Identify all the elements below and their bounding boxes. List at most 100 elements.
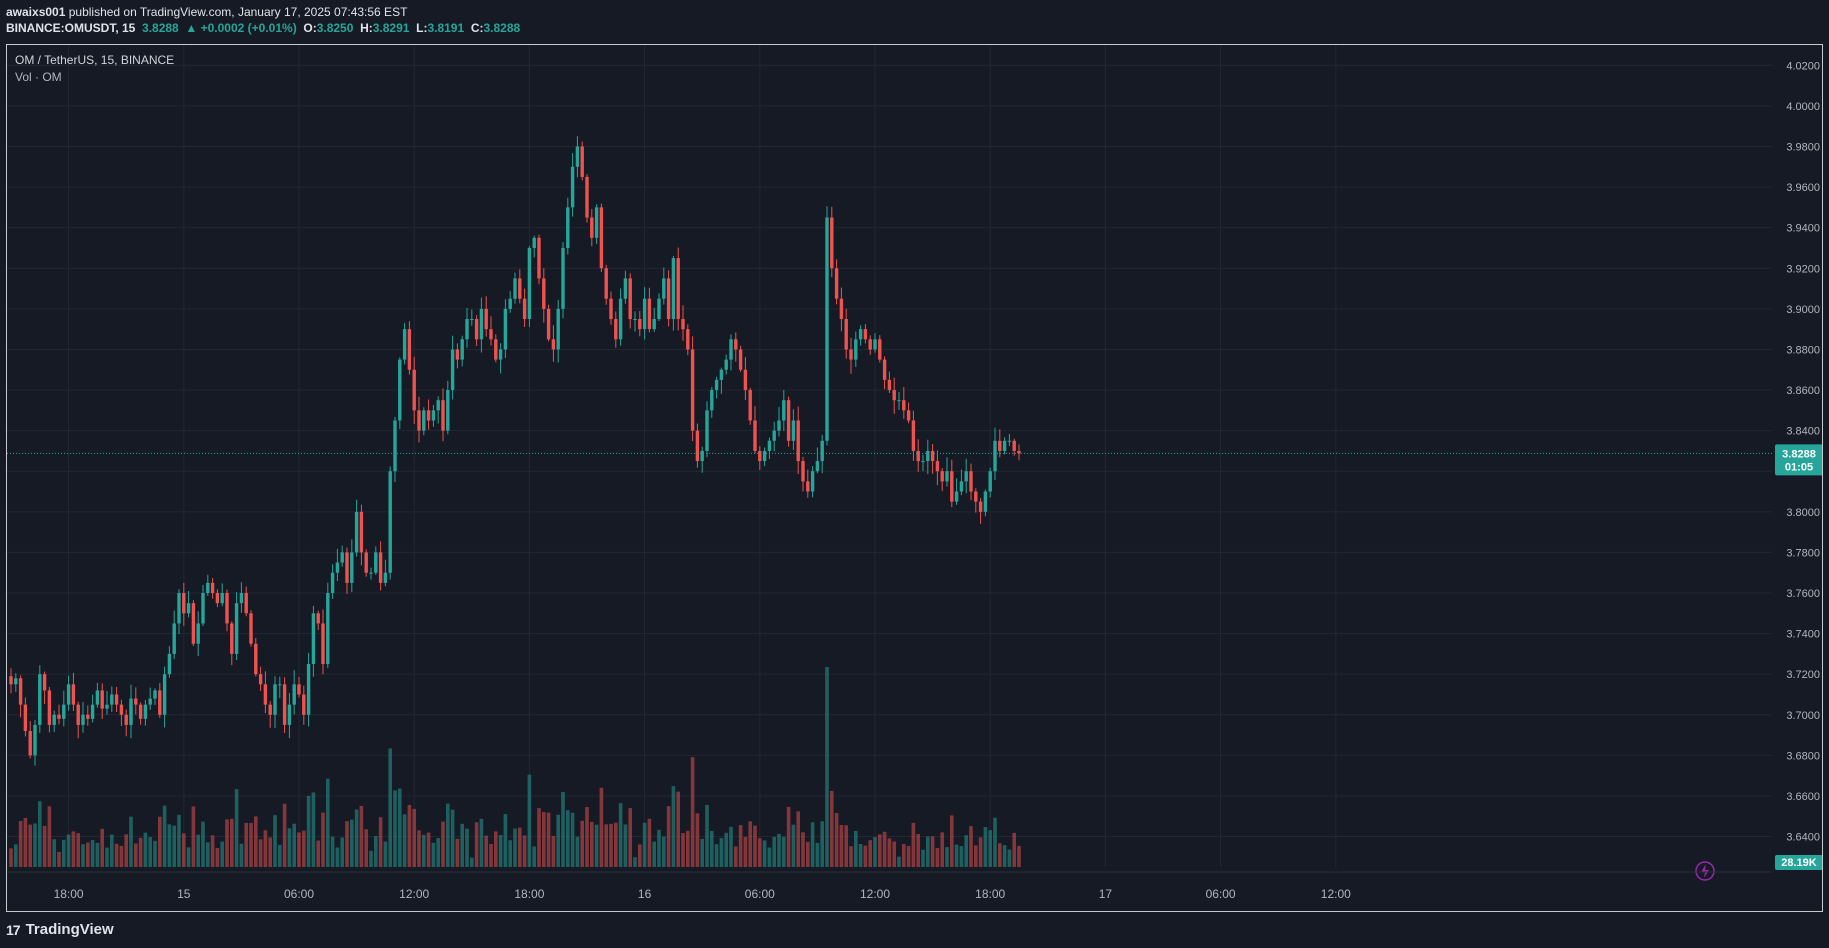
candle-body — [762, 450, 767, 462]
volume-bar — [340, 837, 344, 867]
candle-body — [9, 676, 13, 685]
candle-body — [244, 593, 248, 614]
candle-body — [887, 379, 892, 391]
volume-bar — [282, 803, 287, 867]
candle-body — [714, 379, 719, 391]
volume-bar — [801, 832, 805, 867]
candle-body — [95, 690, 100, 705]
volume-bar — [868, 840, 872, 867]
candle-body — [62, 704, 66, 719]
candle-body — [719, 369, 724, 380]
candle-body — [916, 450, 920, 462]
price-change: ▲ +0.0002 (+0.01%) — [185, 21, 297, 35]
volume-bar — [402, 814, 407, 867]
volume-bar — [604, 824, 608, 867]
volume-bar — [364, 829, 368, 867]
candle-body — [38, 674, 42, 725]
volume-bar — [446, 803, 450, 867]
candle-body — [426, 410, 431, 421]
volume-bar — [244, 822, 248, 867]
volume-bar — [719, 838, 724, 867]
volume-bar — [124, 834, 128, 867]
x-tick-label: 17 — [1099, 887, 1113, 901]
candle-body — [148, 698, 152, 705]
candle-body — [647, 298, 652, 330]
volume-bar — [767, 847, 772, 867]
volume-bar — [398, 788, 402, 867]
volume-bar — [686, 830, 690, 867]
candle-body — [465, 319, 469, 340]
volume-bar — [954, 844, 959, 867]
candle-body — [273, 684, 277, 715]
price-chart[interactable]: 4.0200 4.0000 3.9800 3.9600 3.9400 3.9200 3.90… — [7, 45, 1822, 911]
volume-bar — [988, 830, 992, 867]
volume-bar — [714, 844, 719, 867]
volume-bar — [350, 819, 354, 867]
candle-body — [892, 390, 896, 401]
y-tick-label: 3.8000 — [1786, 507, 1820, 519]
volume-bar — [38, 801, 42, 867]
candle-body — [138, 704, 143, 719]
ohlc-line: BINANCE:OMUSDT, 15 3.8288 ▲ +0.0002 (+0.… — [6, 21, 520, 35]
volume-bar — [681, 833, 685, 867]
candle-body — [239, 593, 244, 604]
candle-body — [964, 471, 968, 482]
volume-bar — [1007, 849, 1012, 867]
candle-body — [551, 339, 556, 350]
x-tick-label: 12:00 — [1321, 887, 1351, 901]
candle-body — [114, 694, 119, 705]
candle-body — [402, 329, 407, 360]
candle-body — [302, 694, 306, 715]
volume-bar — [911, 822, 916, 867]
volume-bar — [551, 835, 556, 867]
candle-body — [700, 450, 704, 462]
volume-bar — [287, 828, 292, 867]
volume-bar — [330, 836, 335, 867]
candle-body — [858, 329, 863, 340]
candle-body — [508, 298, 512, 309]
volume-bar — [854, 830, 858, 867]
candle-body — [954, 491, 959, 502]
volume-bar — [66, 834, 71, 867]
volume-bar — [220, 841, 224, 867]
volume-bar — [633, 857, 637, 867]
candle-body — [335, 562, 340, 573]
candle-body — [753, 420, 757, 451]
publisher-name[interactable]: awaixs001 — [6, 5, 66, 19]
candle-body — [801, 461, 805, 482]
candle-body — [90, 704, 95, 719]
candle-body — [306, 664, 311, 715]
candle-body — [206, 582, 210, 593]
volume-bar — [599, 787, 604, 867]
candle-body — [162, 674, 167, 715]
volume-bar — [690, 757, 695, 867]
volume-bar — [762, 840, 767, 867]
candle-body — [638, 319, 642, 330]
candle-body — [374, 552, 378, 573]
volume-bar — [297, 832, 301, 867]
candle-body — [522, 298, 527, 319]
footer-brand[interactable]: 17 TradingView — [6, 921, 114, 938]
candle-body — [417, 410, 421, 431]
candle-body — [489, 329, 493, 340]
candle-body — [988, 471, 992, 492]
volume-bar — [830, 790, 834, 867]
candle-body — [542, 278, 546, 309]
candle-body — [268, 704, 272, 715]
volume-bar — [1002, 845, 1007, 867]
volume-legend[interactable]: Vol · OM — [15, 70, 62, 84]
volume-bar — [940, 832, 944, 867]
volume-bar — [258, 839, 263, 867]
y-tick-label: 3.8600 — [1786, 385, 1820, 397]
candle-body — [282, 684, 287, 725]
volume-bar — [806, 841, 810, 867]
candle-body — [561, 247, 565, 309]
symbol-legend[interactable]: OM / TetherUS, 15, BINANCE — [15, 53, 175, 67]
volume-bar — [858, 843, 863, 867]
volume-bar — [892, 841, 896, 867]
volume-bar — [724, 832, 728, 867]
candle-body — [676, 258, 680, 319]
candle-body — [201, 593, 205, 624]
candle-body — [407, 329, 412, 370]
volume-bar — [609, 823, 613, 867]
